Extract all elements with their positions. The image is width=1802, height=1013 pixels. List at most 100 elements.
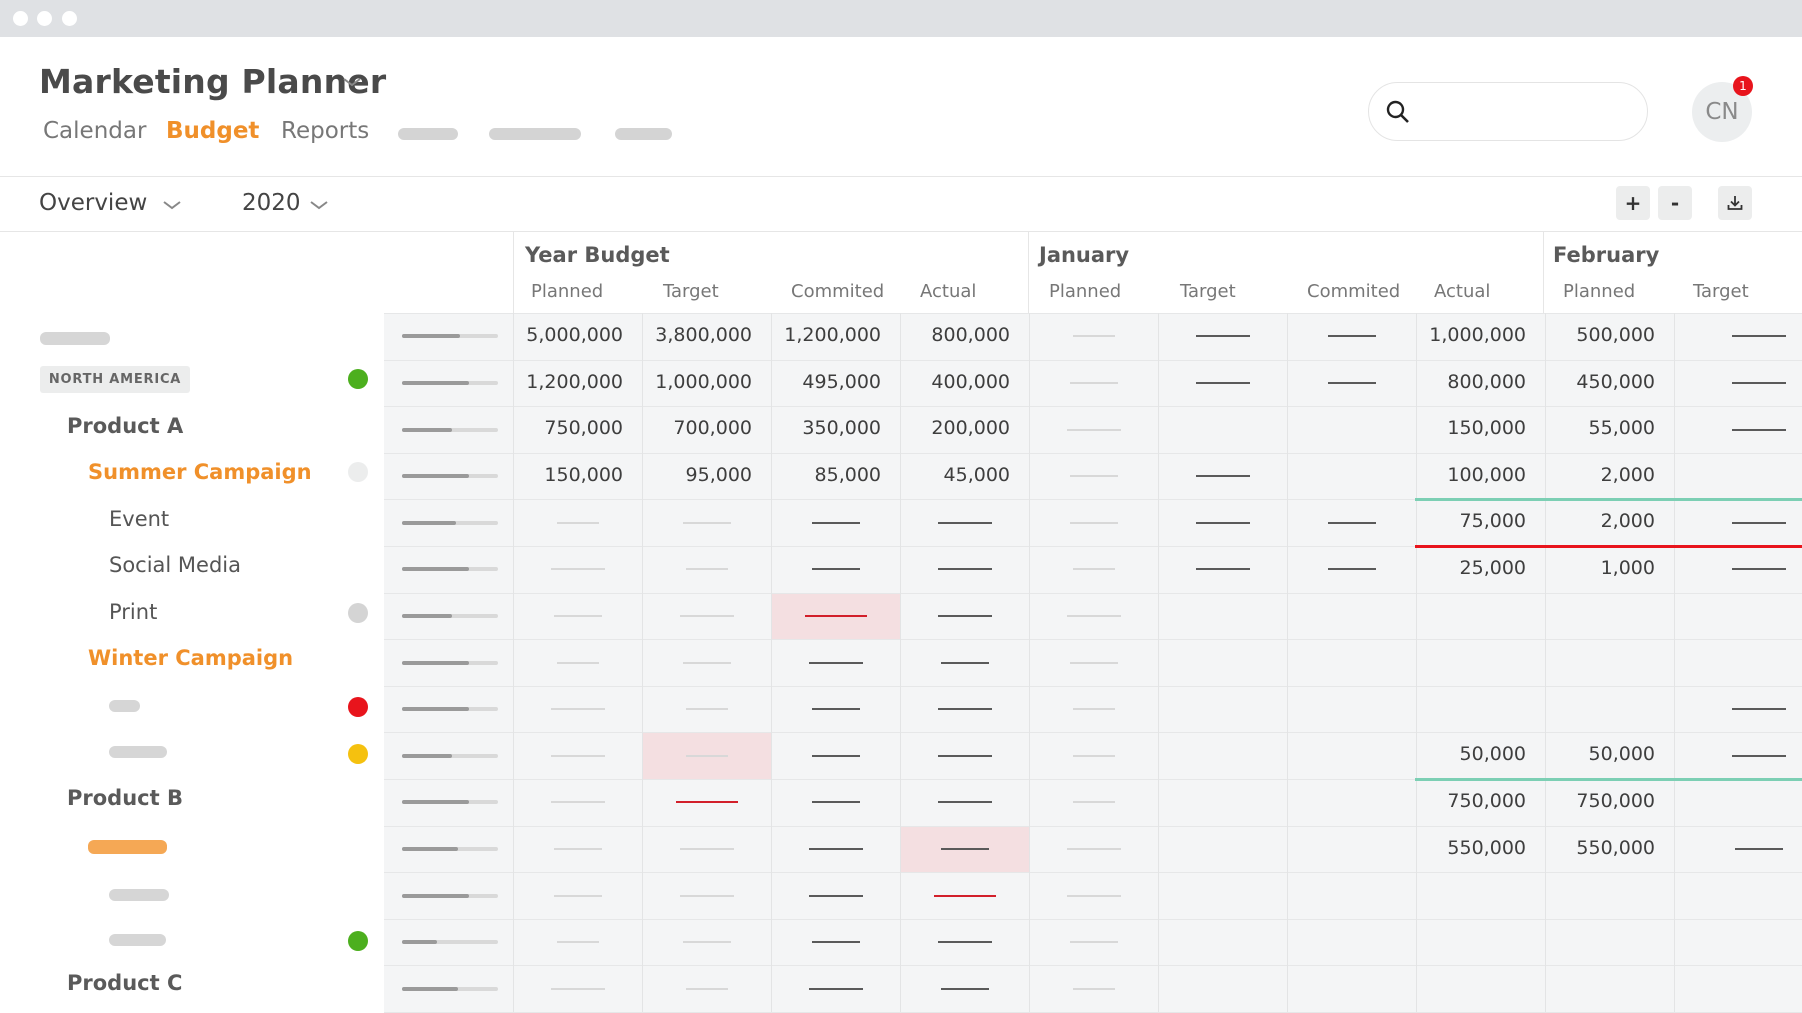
row-label-print[interactable]: Print [109, 600, 158, 624]
empty-value-dash [1731, 521, 1786, 524]
window-minimize-dot[interactable] [37, 11, 52, 26]
status-dot[interactable] [348, 603, 368, 623]
budget-cell-value[interactable]: 3,800,000 [655, 324, 752, 346]
budget-cell-value[interactable]: 75,000 [1459, 510, 1526, 533]
empty-value-dash [940, 987, 989, 990]
budget-cell-value[interactable]: 100,000 [1447, 463, 1526, 486]
budget-cell-value[interactable]: 800,000 [931, 324, 1010, 346]
budget-cell-value[interactable]: 1,200,000 [526, 370, 623, 393]
budget-cell-value[interactable]: 450,000 [1576, 370, 1655, 393]
budget-cell-value[interactable]: 1,200,000 [784, 324, 881, 346]
window-maximize-dot[interactable] [62, 11, 77, 26]
budget-cell-value[interactable]: 2,000 [1600, 463, 1655, 486]
row-divider [384, 359, 1802, 361]
budget-cell-value[interactable]: 200,000 [931, 417, 1010, 440]
row-label-product-c[interactable]: Product C [67, 971, 183, 995]
budget-cell-value[interactable]: 350,000 [802, 417, 881, 440]
empty-value-dash [811, 801, 860, 804]
budget-cell-value[interactable]: 50,000 [1588, 743, 1655, 766]
row-progress-fill [402, 986, 458, 991]
budget-cell-value[interactable]: 1,000,000 [655, 370, 752, 393]
row-progress-bar [402, 986, 498, 991]
budget-cell-value[interactable]: 55,000 [1588, 417, 1655, 440]
column-header[interactable]: Planned [1049, 281, 1122, 302]
budget-cell-value[interactable]: 150,000 [1447, 417, 1526, 440]
row-label-product-b[interactable]: Product B [67, 786, 183, 810]
status-dot[interactable] [348, 369, 368, 389]
budget-cell-value[interactable]: 700,000 [673, 417, 752, 440]
status-dot[interactable] [348, 931, 368, 951]
budget-cell-value[interactable]: 150,000 [544, 463, 623, 486]
divider [0, 176, 1802, 177]
chevron-down-icon[interactable] [309, 199, 329, 211]
budget-cell-value[interactable]: 750,000 [1447, 790, 1526, 812]
tab-placeholder[interactable] [615, 128, 672, 140]
budget-cell-value[interactable]: 400,000 [931, 370, 1010, 393]
row-label-summer-campaign[interactable]: Summer Campaign [88, 460, 312, 484]
column-header[interactable]: Actual [1434, 281, 1491, 302]
budget-cell-value[interactable]: 25,000 [1459, 557, 1526, 579]
search-box[interactable] [1368, 82, 1648, 141]
budget-cell-value[interactable]: 800,000 [1447, 370, 1526, 393]
row-label-social-media[interactable]: Social Media [109, 553, 242, 577]
group-divider [1028, 232, 1029, 313]
status-dot[interactable] [348, 697, 368, 717]
budget-cell-value[interactable]: 750,000 [544, 417, 623, 440]
budget-cell-value[interactable]: 1,000,000 [1429, 324, 1526, 346]
region-chip[interactable]: NORTH AMERICA [40, 366, 190, 393]
status-dot[interactable] [348, 744, 368, 764]
column-header[interactable]: Target [663, 281, 719, 302]
year-select[interactable]: 2020 [242, 190, 301, 216]
budget-cell-value[interactable]: 550,000 [1447, 836, 1526, 859]
search-input[interactable] [1423, 95, 1633, 129]
column-header[interactable]: Planned [1563, 281, 1636, 302]
download-button[interactable] [1718, 186, 1752, 220]
budget-cell-value[interactable]: 495,000 [802, 370, 881, 393]
budget-cell-value[interactable]: 5,000,000 [526, 324, 623, 346]
tab-reports[interactable]: Reports [281, 118, 370, 144]
budget-cell-value[interactable]: 550,000 [1576, 836, 1655, 859]
budget-cell-value[interactable]: 1,000 [1600, 557, 1655, 579]
remove-row-button[interactable]: - [1658, 186, 1692, 220]
row-divider [384, 592, 1802, 594]
budget-cell-value[interactable]: 45,000 [943, 463, 1010, 486]
empty-value-dash [675, 801, 738, 804]
column-header[interactable]: Commited [791, 281, 885, 302]
tab-placeholder[interactable] [398, 128, 458, 140]
budget-cell-value[interactable]: 95,000 [685, 463, 752, 486]
row-progress-fill [402, 846, 458, 851]
row-progress-bar [402, 846, 498, 851]
row-status-line [1415, 498, 1802, 502]
empty-value-dash [1731, 428, 1786, 431]
budget-cell-value[interactable]: 85,000 [814, 463, 881, 486]
row-label-winter-campaign[interactable]: Winter Campaign [88, 646, 294, 670]
tab-calendar[interactable]: Calendar [43, 118, 147, 144]
budget-cell-value[interactable]: 750,000 [1576, 790, 1655, 812]
column-header[interactable]: Target [1693, 281, 1749, 302]
column-header[interactable]: Planned [531, 281, 604, 302]
status-dot[interactable] [348, 462, 368, 482]
row-progress-bar [402, 567, 498, 572]
budget-cell-value[interactable]: 500,000 [1576, 324, 1655, 346]
row-label-placeholder [40, 332, 110, 345]
column-header[interactable]: Target [1180, 281, 1236, 302]
chevron-down-icon[interactable] [162, 199, 182, 211]
row-divider [384, 685, 1802, 687]
column-divider [1416, 313, 1417, 1012]
budget-cell-value[interactable]: 2,000 [1600, 510, 1655, 533]
row-divider [384, 732, 1802, 734]
view-select[interactable]: Overview [39, 190, 148, 216]
add-row-button[interactable]: + [1616, 186, 1650, 220]
row-progress-bar [402, 427, 498, 432]
tab-budget[interactable]: Budget [166, 118, 260, 144]
column-header[interactable]: Commited [1307, 281, 1401, 302]
budget-cell-value[interactable]: 50,000 [1459, 743, 1526, 766]
chevron-down-icon[interactable] [342, 76, 362, 88]
column-header[interactable]: Actual [920, 281, 977, 302]
window-titlebar [0, 0, 1802, 37]
row-label-event[interactable]: Event [109, 507, 170, 531]
empty-value-dash [1731, 335, 1786, 338]
window-close-dot[interactable] [13, 11, 28, 26]
row-label-product-a[interactable]: Product A [67, 414, 184, 438]
tab-placeholder[interactable] [489, 128, 581, 140]
